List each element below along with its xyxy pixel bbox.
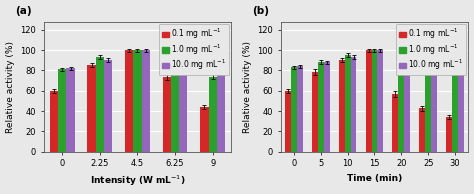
- X-axis label: Intensity (W mL$^{-1}$): Intensity (W mL$^{-1}$): [90, 174, 185, 188]
- Bar: [96, 57, 104, 152]
- Bar: [291, 67, 297, 152]
- Bar: [458, 62, 464, 152]
- Bar: [351, 57, 356, 152]
- X-axis label: Time (min): Time (min): [347, 174, 402, 183]
- Bar: [285, 91, 291, 152]
- Bar: [171, 61, 179, 152]
- Bar: [452, 65, 458, 152]
- Bar: [398, 54, 404, 152]
- Y-axis label: Relative activity (%): Relative activity (%): [243, 41, 252, 133]
- Bar: [50, 91, 58, 152]
- Bar: [431, 58, 437, 152]
- Bar: [58, 69, 66, 152]
- Bar: [133, 50, 142, 152]
- Text: (b): (b): [252, 6, 269, 16]
- Bar: [377, 50, 383, 152]
- Bar: [318, 62, 324, 152]
- Bar: [104, 60, 112, 152]
- Bar: [372, 50, 377, 152]
- Bar: [125, 50, 133, 152]
- Bar: [446, 117, 452, 152]
- Text: (a): (a): [15, 6, 32, 16]
- Bar: [425, 58, 431, 152]
- Bar: [365, 50, 372, 152]
- Bar: [66, 68, 75, 152]
- Bar: [345, 55, 351, 152]
- Bar: [404, 55, 410, 152]
- Bar: [312, 72, 318, 152]
- Bar: [88, 65, 96, 152]
- Bar: [339, 60, 345, 152]
- Bar: [142, 50, 150, 152]
- Bar: [419, 108, 425, 152]
- Bar: [217, 63, 225, 152]
- Legend: 0.1 mg mL$^{-1}$, 1.0 mg mL$^{-1}$, 10.0 mg mL$^{-1}$: 0.1 mg mL$^{-1}$, 1.0 mg mL$^{-1}$, 10.0…: [159, 24, 229, 75]
- Bar: [200, 107, 209, 152]
- Bar: [163, 76, 171, 152]
- Bar: [179, 57, 187, 152]
- Bar: [209, 76, 217, 152]
- Bar: [324, 62, 329, 152]
- Bar: [392, 94, 398, 152]
- Legend: 0.1 mg mL$^{-1}$, 1.0 mg mL$^{-1}$, 10.0 mg mL$^{-1}$: 0.1 mg mL$^{-1}$, 1.0 mg mL$^{-1}$, 10.0…: [396, 24, 466, 75]
- Y-axis label: Relative activity (%): Relative activity (%): [6, 41, 15, 133]
- Bar: [297, 66, 303, 152]
